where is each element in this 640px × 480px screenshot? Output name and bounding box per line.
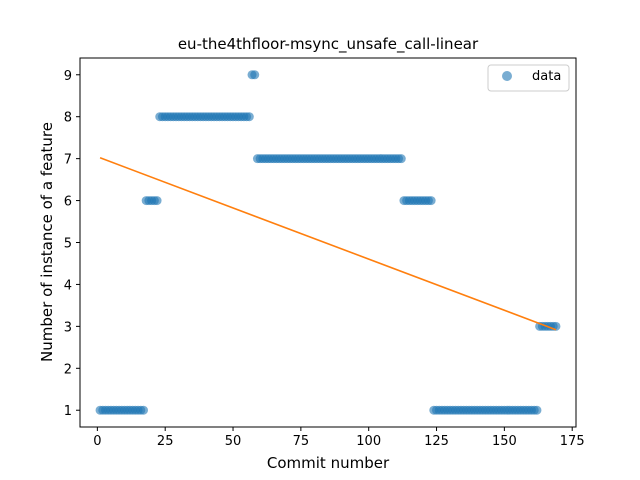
- data-point: [532, 405, 542, 415]
- y-axis-label: Number of instance of a feature: [38, 122, 56, 362]
- x-tick-label: 0: [93, 434, 101, 449]
- x-tick-label: 25: [157, 434, 174, 449]
- y-tick-label: 6: [64, 195, 72, 210]
- x-tick-label: 150: [492, 434, 517, 449]
- x-tick-label: 175: [560, 434, 585, 449]
- data-point: [152, 196, 162, 206]
- y-tick-label: 5: [64, 237, 72, 252]
- y-tick-label: 7: [64, 153, 72, 168]
- x-tick-label: 100: [356, 434, 381, 449]
- data-point: [396, 154, 406, 164]
- y-tick-label: 4: [64, 278, 72, 293]
- y-tick-label: 9: [64, 69, 72, 84]
- chart-title: eu-the4thfloor-msync_unsafe_call-linear: [178, 35, 479, 54]
- x-axis-label: Commit number: [267, 454, 390, 472]
- x-tick-label: 50: [225, 434, 242, 449]
- x-axis: 0 25 50 75 100 125 150 175: [93, 427, 585, 449]
- x-tick-label: 75: [293, 434, 310, 449]
- data-point: [426, 196, 436, 206]
- y-tick-label: 8: [64, 111, 72, 126]
- y-tick-label: 2: [64, 362, 72, 377]
- trend-line: [99, 157, 557, 331]
- legend: data: [487, 64, 570, 92]
- legend-marker: [502, 71, 512, 81]
- y-tick-label: 1: [64, 404, 72, 419]
- plot-area: [95, 70, 561, 415]
- axes-frame: [79, 57, 577, 428]
- data-point: [138, 405, 148, 415]
- y-tick-label: 3: [64, 320, 72, 335]
- data-point: [244, 112, 254, 122]
- x-tick-label: 125: [424, 434, 449, 449]
- data-point: [250, 70, 260, 80]
- legend-label: data: [532, 69, 561, 84]
- y-axis: 1 2 3 4 5 6 7 8 9: [64, 69, 80, 419]
